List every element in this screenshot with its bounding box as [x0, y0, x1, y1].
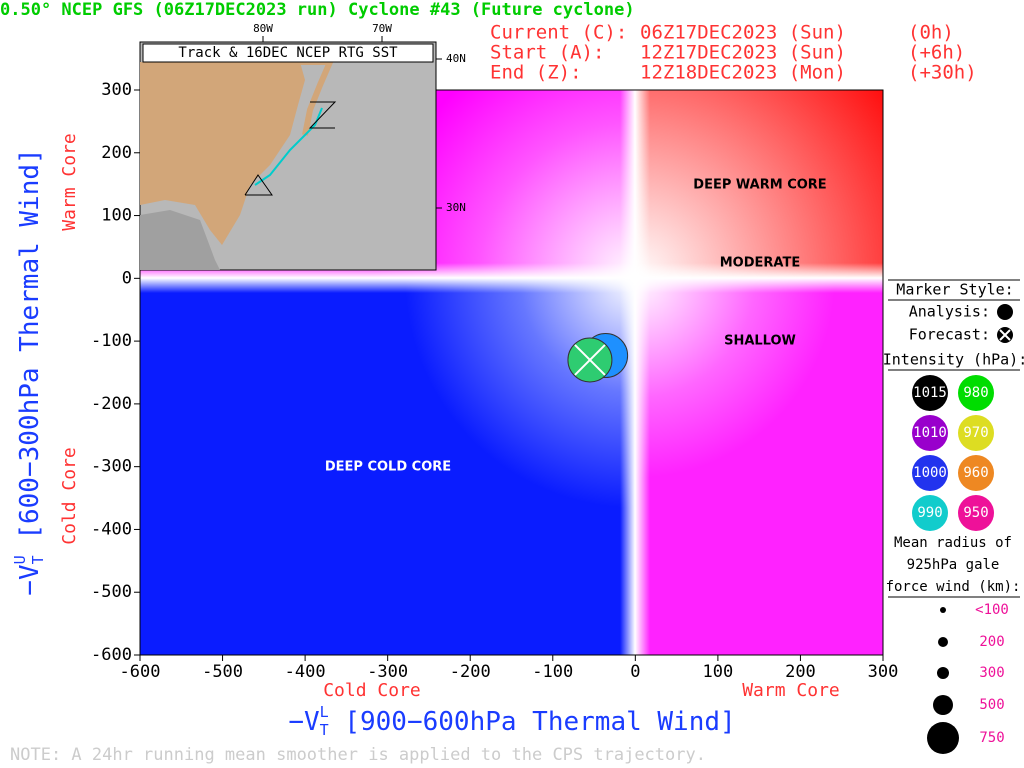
legend-marker-title: Marker Style:	[896, 281, 1013, 299]
intensity-swatch	[912, 415, 948, 451]
x-tick-label: -200	[450, 662, 491, 682]
size-swatch	[933, 695, 953, 715]
intensity-label: 950	[963, 505, 988, 521]
intensity-swatch	[912, 455, 948, 491]
info-offset: (0h)	[908, 22, 954, 44]
inset-lat-label: 30N	[446, 201, 466, 214]
x-tick-label: -300	[367, 662, 408, 682]
axis-title-part: T	[320, 721, 329, 739]
x-tick-label: -500	[202, 662, 243, 682]
legend-forecast: Forecast:	[909, 326, 990, 344]
y-tick-label: -400	[91, 519, 132, 539]
size-swatch	[940, 607, 946, 613]
legend-analysis: Analysis:	[909, 303, 990, 321]
y-tick-label: -600	[91, 645, 132, 665]
info-date: 12Z18DEC2023 (Mon)	[640, 62, 846, 84]
axis-title-part: L	[320, 703, 329, 721]
inset-title: Track & 16DEC NCEP RTG SST	[178, 45, 398, 61]
y-tick-label: -100	[91, 331, 132, 351]
x-tick-label: 300	[868, 662, 899, 682]
region-label: SHALLOW	[724, 334, 796, 349]
region-label: DEEP COLD CORE	[325, 460, 451, 475]
inset-lon-label: 80W	[253, 22, 273, 35]
intensity-label: 990	[917, 505, 942, 521]
chart-title: 0.50° NCEP GFS (06Z17DEC2023 run) Cyclon…	[0, 0, 635, 20]
axis-title-part: U	[11, 555, 29, 564]
y-tick-label: 0	[122, 268, 132, 288]
y-tick-label: -200	[91, 394, 132, 414]
info-date: 06Z17DEC2023 (Sun)	[640, 22, 846, 44]
axis-title: −VUT [600−300hPa Thermal Wind]	[11, 148, 47, 595]
y-core-label: Cold Core	[59, 447, 80, 545]
intensity-label: 980	[963, 385, 988, 401]
x-core-label: Cold Core	[323, 680, 421, 701]
y-tick-label: -500	[91, 582, 132, 602]
y-tick-label: 200	[101, 143, 132, 163]
x-tick-label: 0	[630, 662, 640, 682]
intensity-label: 1010	[913, 425, 947, 441]
x-tick-label: -400	[285, 662, 326, 682]
region-label: MODERATE	[720, 256, 800, 271]
intensity-swatch	[912, 495, 948, 531]
size-title: Mean radius of	[894, 535, 1012, 551]
inset-lon-label: 70W	[372, 22, 392, 35]
inset-lat-label: 40N	[446, 52, 466, 65]
axis-title-part: −V	[288, 707, 319, 737]
info-offset: (+6h)	[908, 42, 965, 64]
info-offset: (+30h)	[908, 62, 977, 84]
intensity-label: 960	[963, 465, 988, 481]
plot-frame	[139, 89, 884, 656]
axis-title-part: [600−300hPa Thermal Wind]	[15, 148, 45, 555]
inset-map: Track & 16DEC NCEP RTG SST 80W 70W 40N 3…	[139, 22, 466, 271]
x-core-label: Warm Core	[742, 680, 840, 701]
size-title: force wind (km):	[886, 579, 1021, 595]
x-tick-label: 200	[785, 662, 816, 682]
size-label: 200	[979, 634, 1004, 650]
intensity-swatch	[958, 415, 994, 451]
y-tick-label: -300	[91, 457, 132, 477]
x-tick-label: -100	[532, 662, 573, 682]
intensity-swatch	[958, 495, 994, 531]
size-label: 500	[979, 697, 1004, 713]
intensity-swatch	[912, 375, 948, 411]
info-date: 12Z17DEC2023 (Sun)	[640, 42, 846, 64]
size-swatch	[938, 637, 948, 647]
size-title: 925hPa gale	[907, 557, 1000, 573]
info-label: Start (A):	[490, 42, 604, 64]
y-tick-label: 300	[101, 80, 132, 100]
axis-title-part: −V	[15, 564, 45, 595]
axis-title-part: [900−600hPa Thermal Wind]	[329, 707, 736, 737]
x-tick-label: 100	[703, 662, 734, 682]
region-label: DEEP WARM CORE	[693, 178, 826, 193]
size-swatch	[937, 667, 949, 679]
size-label: <100	[975, 602, 1009, 618]
intensity-swatch	[958, 375, 994, 411]
intensity-label: 970	[963, 425, 988, 441]
forecast-cross	[574, 344, 606, 376]
axis-title: −VL T [900−600hPa Thermal Wind]	[288, 703, 735, 739]
size-label: 300	[979, 665, 1004, 681]
x-tick-label: -600	[120, 662, 161, 682]
size-label: 750	[979, 730, 1004, 746]
intensity-swatch	[958, 455, 994, 491]
size-swatch	[927, 722, 959, 754]
legend-intensity-title: Intensity (hPa):	[883, 351, 1024, 369]
legend-panel: Marker Style: Analysis: Forecast: Intens…	[883, 279, 1024, 754]
y-tick-label: 100	[101, 206, 132, 226]
axis-title-part: T	[29, 555, 47, 564]
info-label: End (Z):	[490, 62, 582, 84]
note: NOTE: A 24hr running mean smoother is ap…	[10, 745, 706, 765]
intensity-label: 1000	[913, 465, 947, 481]
intensity-label: 1015	[913, 385, 947, 401]
info-label: Current (C):	[490, 22, 627, 44]
y-core-label: Warm Core	[59, 133, 80, 231]
